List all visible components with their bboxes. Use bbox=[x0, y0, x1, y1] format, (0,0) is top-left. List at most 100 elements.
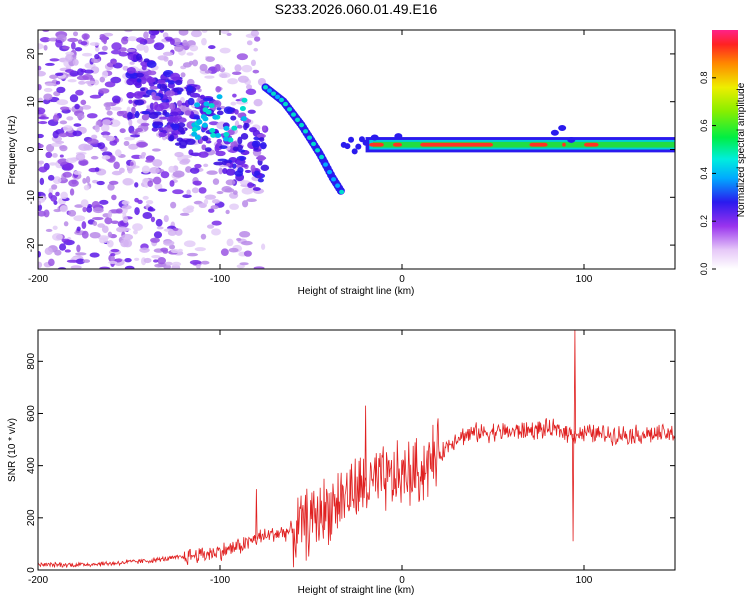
noise-blob bbox=[101, 70, 109, 78]
noise-blob bbox=[221, 186, 233, 193]
noise-blob bbox=[215, 150, 226, 157]
noise-blob bbox=[173, 87, 184, 93]
noise-blob bbox=[120, 36, 129, 45]
noise-hot-blob bbox=[191, 127, 198, 133]
noise-blob bbox=[65, 69, 74, 73]
noise-blob bbox=[260, 164, 270, 171]
noise-blob bbox=[216, 191, 224, 195]
noise-blob bbox=[237, 136, 243, 145]
noise-blob bbox=[246, 198, 257, 203]
noise-blob bbox=[101, 155, 111, 160]
track-core bbox=[279, 97, 285, 103]
noise-blob bbox=[126, 78, 135, 86]
noise-blob bbox=[135, 72, 144, 78]
noise-blob bbox=[43, 44, 48, 51]
noise-blob bbox=[102, 119, 112, 126]
noise-blob bbox=[228, 247, 239, 253]
noise-blob bbox=[91, 200, 100, 209]
noise-blob bbox=[96, 180, 105, 186]
noise-blob bbox=[134, 257, 140, 262]
noise-blob bbox=[142, 195, 149, 200]
noise-blob bbox=[226, 238, 234, 247]
noise-blob bbox=[247, 182, 254, 189]
noise-blob bbox=[149, 85, 159, 90]
noise-blob bbox=[83, 69, 94, 74]
noise-blob bbox=[202, 97, 214, 102]
noise-blob bbox=[204, 194, 217, 200]
noise-blob bbox=[127, 111, 133, 120]
colorbar: 0.0 0.2 0.4 0.6 0.8 Normalized spectral ampl… bbox=[699, 30, 747, 275]
track-core bbox=[307, 135, 313, 140]
noise-blob bbox=[250, 30, 260, 37]
noise-blob bbox=[208, 45, 216, 50]
noise-blob bbox=[109, 119, 121, 127]
noise-blob bbox=[94, 124, 100, 133]
noise-blob bbox=[247, 109, 256, 114]
noise-blob bbox=[123, 140, 130, 146]
noise-blob bbox=[51, 233, 63, 241]
track-core bbox=[303, 129, 309, 134]
noise-blob bbox=[237, 124, 243, 129]
noise-blob bbox=[146, 76, 156, 84]
noise-hot-blob bbox=[223, 136, 230, 142]
noise-blob bbox=[78, 159, 89, 166]
noise-blob bbox=[48, 258, 55, 267]
band-bump bbox=[394, 133, 403, 140]
noise-blob bbox=[147, 180, 154, 188]
noise-hot-blob bbox=[202, 116, 209, 122]
noise-blob bbox=[162, 249, 169, 254]
noise-blob bbox=[45, 82, 56, 87]
noise-blob bbox=[152, 159, 163, 167]
noise-blob bbox=[45, 228, 53, 232]
noise-blob bbox=[256, 133, 266, 139]
noise-blob bbox=[189, 167, 200, 174]
figure-title: S233.2026.060.01.49.E16 bbox=[274, 1, 438, 17]
track-core bbox=[287, 107, 293, 112]
noise-blob bbox=[172, 227, 179, 232]
noise-blob bbox=[94, 53, 100, 60]
colorbar-tick-label: 0.4 bbox=[699, 167, 709, 180]
noise-blob bbox=[59, 144, 68, 152]
noise-blob bbox=[216, 107, 222, 111]
noise-blob bbox=[151, 148, 161, 152]
noise-blob bbox=[83, 184, 90, 191]
noise-blob bbox=[192, 59, 199, 67]
noise-blob bbox=[133, 99, 145, 106]
noise-blob bbox=[99, 34, 105, 39]
y-tick-label: 600 bbox=[26, 405, 37, 422]
noise-blob bbox=[56, 99, 69, 106]
noise-blob bbox=[134, 207, 140, 216]
noise-blob bbox=[121, 233, 134, 241]
noise-blob bbox=[75, 252, 87, 256]
noise-blob bbox=[98, 88, 110, 94]
noise-blob bbox=[133, 91, 144, 99]
noise-blob bbox=[110, 255, 115, 262]
noise-blob bbox=[51, 184, 58, 190]
noise-blob bbox=[59, 154, 64, 158]
track-core bbox=[323, 162, 329, 167]
noise-blob bbox=[75, 89, 84, 96]
noise-blob bbox=[167, 229, 177, 236]
noise-blob bbox=[118, 51, 129, 57]
noise-blob bbox=[157, 188, 168, 192]
noise-blob bbox=[162, 51, 174, 56]
noise-blob bbox=[122, 177, 134, 186]
noise-blob bbox=[38, 143, 44, 149]
noise-blob bbox=[52, 152, 58, 158]
noise-blob bbox=[65, 157, 77, 164]
noise-blob bbox=[216, 138, 223, 144]
noise-blob bbox=[234, 170, 244, 177]
noise-blob bbox=[253, 36, 261, 42]
noise-blob bbox=[110, 248, 120, 253]
noise-blob bbox=[212, 178, 220, 185]
noise-blob bbox=[100, 124, 110, 132]
noise-blob bbox=[121, 200, 130, 205]
noise-blob bbox=[147, 206, 154, 211]
noise-blob bbox=[104, 217, 113, 225]
noise-blob bbox=[108, 180, 119, 185]
y-tick-label: 10 bbox=[26, 96, 37, 108]
noise-blob bbox=[43, 93, 53, 101]
noise-blob bbox=[59, 205, 69, 213]
noise-blob bbox=[151, 91, 157, 98]
noise-blob bbox=[128, 118, 133, 127]
